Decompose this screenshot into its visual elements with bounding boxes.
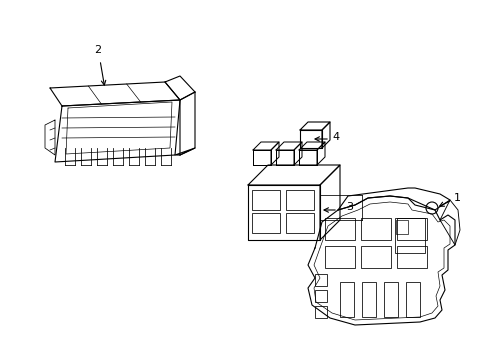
Bar — [251, 213, 280, 233]
Bar — [396, 246, 426, 268]
Bar — [396, 218, 426, 240]
Bar — [325, 246, 354, 268]
Bar — [251, 190, 280, 210]
Bar — [285, 213, 313, 233]
Bar — [314, 274, 326, 286]
Bar — [285, 190, 313, 210]
Text: 1: 1 — [453, 193, 460, 203]
Bar — [314, 290, 326, 302]
Bar — [405, 282, 419, 317]
Bar — [395, 220, 407, 234]
Text: 4: 4 — [331, 132, 339, 142]
Bar — [339, 282, 353, 317]
Bar — [361, 282, 375, 317]
Text: 3: 3 — [346, 202, 352, 212]
Bar — [360, 218, 390, 240]
Bar — [360, 246, 390, 268]
Bar — [325, 218, 354, 240]
Bar — [394, 218, 424, 253]
Bar — [383, 282, 397, 317]
Text: 2: 2 — [94, 45, 102, 55]
Bar — [314, 306, 326, 318]
